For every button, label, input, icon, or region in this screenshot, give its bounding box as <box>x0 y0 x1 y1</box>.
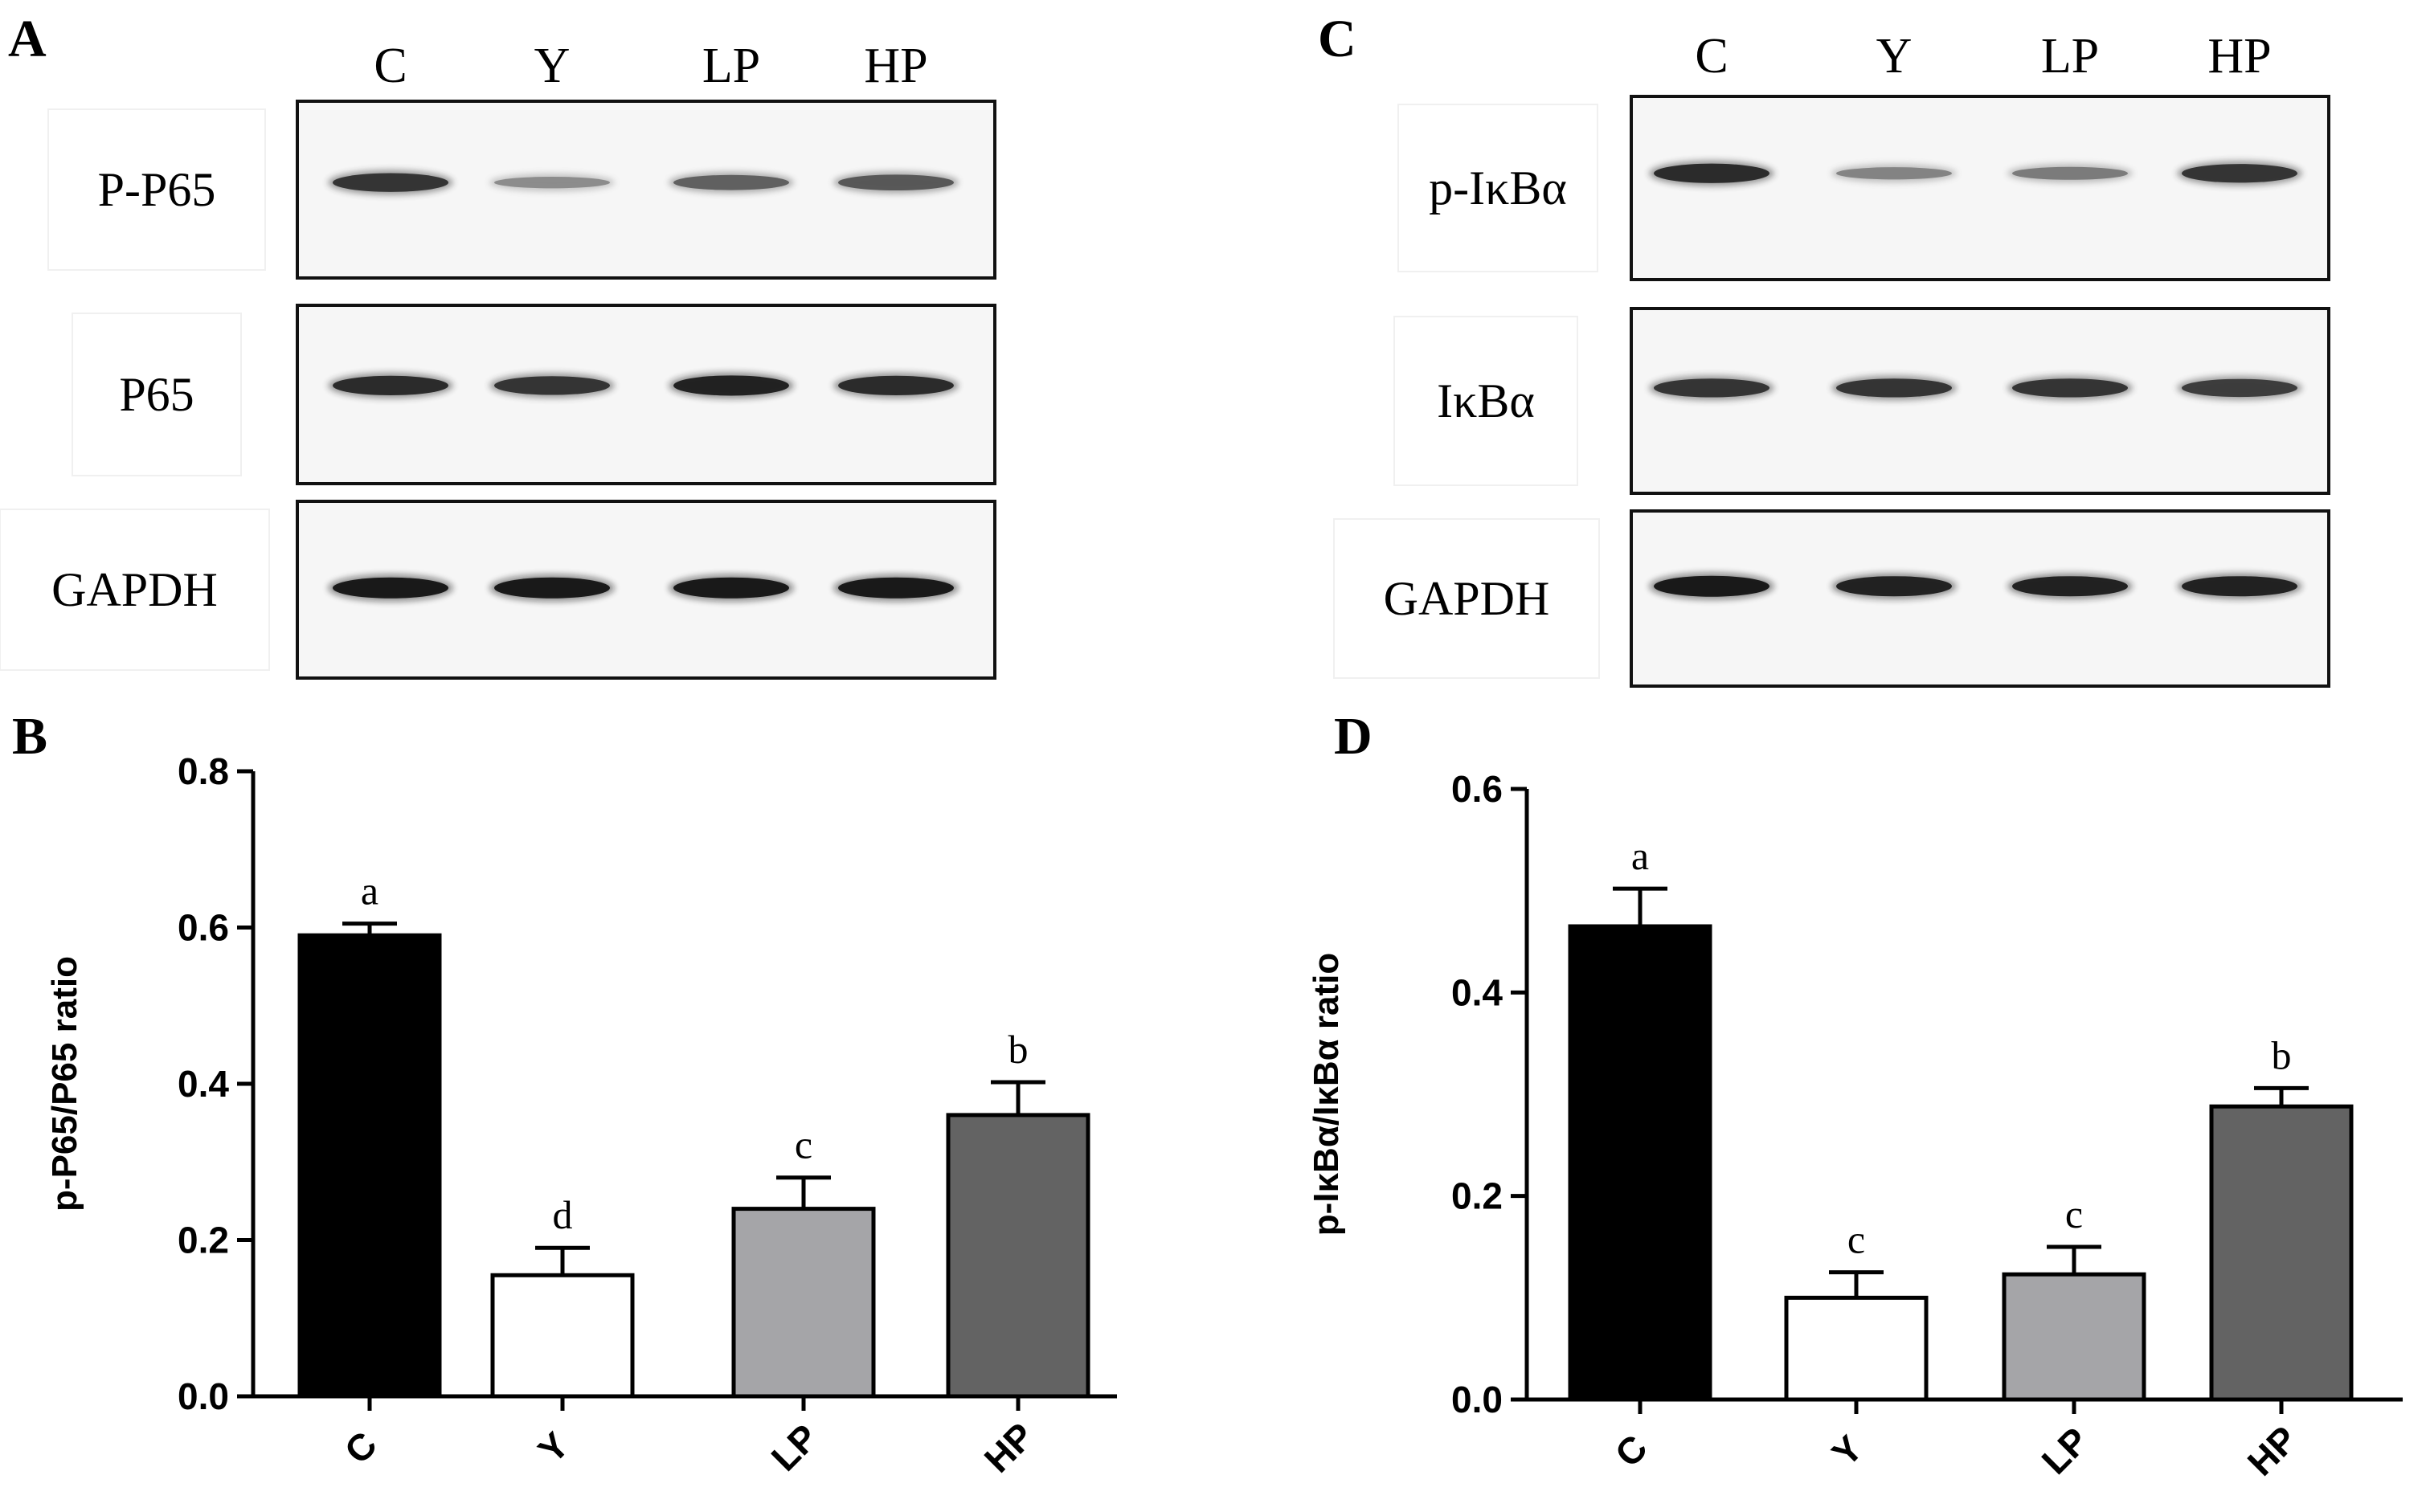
blot-band <box>1654 163 1769 183</box>
blot-membrane <box>1630 307 2330 495</box>
blot-membrane <box>1630 509 2330 688</box>
blot-label-frame <box>1333 518 1600 679</box>
y-tick-label: 0.0 <box>1451 1379 1503 1420</box>
blot-band <box>838 577 954 599</box>
significance-letter-hp: b <box>2272 1032 2292 1077</box>
panel-letter-d: D <box>1334 707 1373 766</box>
y-tick-label: 0.6 <box>178 907 229 949</box>
x-tick-label-c: C <box>337 1424 385 1472</box>
blot-protein-label: GAPDH <box>1384 572 1550 625</box>
blot-band <box>494 177 610 189</box>
blot-label-frame <box>0 509 270 671</box>
x-tick-label-hp: HP <box>2240 1418 2305 1484</box>
blot-label-frame <box>1393 316 1578 486</box>
y-tick-label: 0.4 <box>1451 971 1503 1013</box>
blot-band <box>333 173 448 192</box>
blot-band <box>494 376 610 395</box>
significance-letter-hp: b <box>1008 1027 1029 1072</box>
significance-letter-lp: c <box>795 1122 812 1167</box>
bar-lp <box>2002 1272 2146 1402</box>
significance-letter-c: a <box>1631 833 1649 878</box>
lane-label-lp: LP <box>2041 29 2099 84</box>
y-tick-label: 0.8 <box>178 750 229 792</box>
y-tick-label: 0.2 <box>1451 1175 1503 1217</box>
bar-chart-d: 0.0 0.2 0.4 0.6 p-IκBα/IκBα ratio a Cc Yc LP b HP <box>1307 768 2403 1484</box>
y-tick-label: 0.2 <box>178 1220 229 1261</box>
bar-y <box>490 1273 635 1399</box>
blot-label-frame <box>72 313 242 476</box>
blot-band <box>1836 167 1952 180</box>
lane-label-c: C <box>374 39 407 93</box>
blot-protein-label: p-IκBα <box>1429 161 1567 215</box>
y-axis-label: p-IκBα/IκBα ratio <box>1307 953 1346 1236</box>
blot-band <box>333 577 448 599</box>
x-tick-label-y: Y <box>530 1424 576 1470</box>
lane-label-y: Y <box>534 39 571 93</box>
y-tick-label: 0.4 <box>178 1063 229 1105</box>
panel-letter-b: B <box>12 707 47 766</box>
blot-band <box>1836 378 1952 398</box>
bar-c <box>1568 924 1712 1402</box>
lane-label-lp: LP <box>702 39 760 93</box>
bar-y <box>1784 1295 1929 1402</box>
significance-letter-c: a <box>361 868 378 913</box>
bar-hp <box>946 1113 1090 1399</box>
blot-band <box>838 375 954 395</box>
bar-lp <box>731 1207 876 1399</box>
blot-label-frame <box>47 108 266 271</box>
lane-label-y: Y <box>1876 29 1913 84</box>
lane-label-hp: HP <box>864 39 927 93</box>
blot-band <box>2012 166 2128 180</box>
blot-band <box>673 375 789 396</box>
blot-membrane <box>1630 95 2330 281</box>
panel-letter-c: C <box>1318 10 1356 68</box>
blot-band <box>2182 576 2297 597</box>
y-axis-label: p-P65/P65 ratio <box>45 956 84 1212</box>
blot-band <box>1654 575 1769 597</box>
western-blot-panel-a: C Y LP HP P-P65 P65 GAPDH <box>0 39 996 680</box>
blot-protein-label: P-P65 <box>98 163 216 216</box>
western-blot-panel-c: C Y LP HP p-IκBα IκBα GAPDH <box>1333 29 2330 688</box>
blot-band <box>2182 378 2297 398</box>
blot-protein-label: IκBα <box>1437 374 1535 427</box>
x-tick-label-lp: LP <box>763 1416 826 1479</box>
y-tick-label: 0.6 <box>1451 768 1503 810</box>
blot-band <box>2182 164 2297 183</box>
blot-band <box>1836 576 1952 597</box>
blot-band <box>2012 576 2128 597</box>
blot-band <box>673 577 789 599</box>
significance-letter-lp: c <box>2065 1191 2083 1236</box>
bar-hp <box>2209 1104 2354 1402</box>
y-tick-label: 0.0 <box>178 1375 229 1417</box>
lane-label-c: C <box>1695 29 1728 84</box>
x-tick-label-c: C <box>1607 1427 1655 1475</box>
blot-band <box>838 174 954 191</box>
x-tick-label-lp: LP <box>2034 1420 2097 1482</box>
blot-band <box>494 577 610 599</box>
blot-label-frame <box>1397 104 1598 272</box>
x-tick-label-hp: HP <box>976 1415 1042 1481</box>
panel-letter-a: A <box>8 10 47 68</box>
blot-band <box>1654 378 1769 398</box>
significance-letter-y: c <box>1847 1217 1865 1262</box>
blot-protein-label: P65 <box>119 368 194 421</box>
bar-c <box>297 933 442 1399</box>
bar-chart-b: 0.0 0.2 0.4 0.6 0.8 p-P65/P65 ratio a Cd Yc LP b HP <box>45 750 1117 1481</box>
blot-band <box>673 174 789 190</box>
significance-letter-y: d <box>553 1192 573 1237</box>
lane-label-hp: HP <box>2207 29 2271 84</box>
blot-band <box>2012 378 2128 398</box>
x-tick-label-y: Y <box>1823 1427 1870 1473</box>
blot-protein-label: GAPDH <box>51 563 218 616</box>
blot-band <box>333 375 448 395</box>
